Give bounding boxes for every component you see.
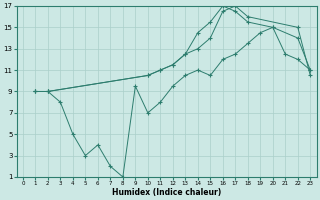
X-axis label: Humidex (Indice chaleur): Humidex (Indice chaleur) (112, 188, 221, 197)
